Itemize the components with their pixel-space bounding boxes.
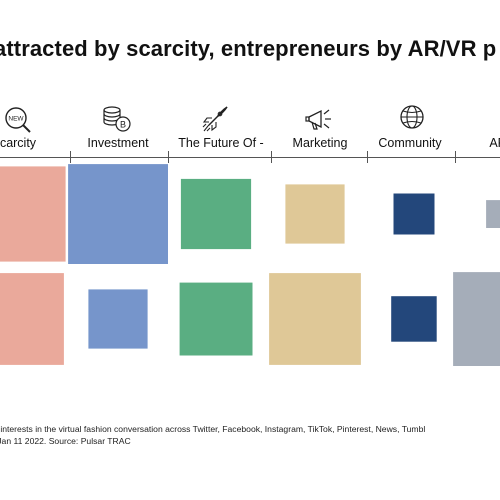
axis-tick xyxy=(168,151,169,163)
square-mark-row1-col4 xyxy=(285,184,345,244)
svg-text:NEW: NEW xyxy=(8,116,24,123)
axis-tick xyxy=(70,151,71,163)
axis-tick xyxy=(455,151,456,163)
category-label-future-of: The Future Of - xyxy=(178,136,264,150)
square-mark-row2-col6 xyxy=(453,272,500,366)
footnote-line-1: s' interests in the virtual fashion conv… xyxy=(0,424,426,434)
chart-title: attracted by scarcity, entrepreneurs by … xyxy=(0,36,497,61)
megaphone-icon xyxy=(305,109,331,130)
axis-tick xyxy=(367,151,368,163)
category-label-scarcity: carcity xyxy=(0,136,37,150)
square-mark-row2-col2 xyxy=(88,289,148,349)
axis-tick xyxy=(271,151,272,163)
footnote-line-2: - Jan 11 2022. Source: Pulsar TRAC xyxy=(0,436,131,446)
rocket-icon xyxy=(202,106,228,132)
square-mark-row2-col5 xyxy=(391,296,437,342)
category-axis-line xyxy=(0,157,500,158)
globe-icon xyxy=(400,105,424,129)
category-label-ar: AR xyxy=(489,136,500,150)
chart-footnote: s' interests in the virtual fashion conv… xyxy=(0,423,425,447)
category-label-community: Community xyxy=(378,136,442,150)
square-mark-row2-col4 xyxy=(269,273,361,365)
square-mark-row1-col1 xyxy=(0,166,66,262)
square-mark-row1-col3 xyxy=(180,178,252,250)
new-badge-magnifier-icon: NEW xyxy=(5,107,31,133)
square-mark-row2-col3 xyxy=(179,282,253,356)
category-label-marketing: Marketing xyxy=(292,136,348,150)
square-mark-row1-col6 xyxy=(486,200,500,228)
square-mark-row1-col2 xyxy=(68,164,168,264)
svg-text:B: B xyxy=(120,120,126,130)
square-mark-row1-col5 xyxy=(393,193,435,235)
square-mark-row2-col1 xyxy=(0,273,64,365)
category-label-investment: Investment xyxy=(87,136,149,150)
coin-stack-icon: B xyxy=(103,106,131,132)
